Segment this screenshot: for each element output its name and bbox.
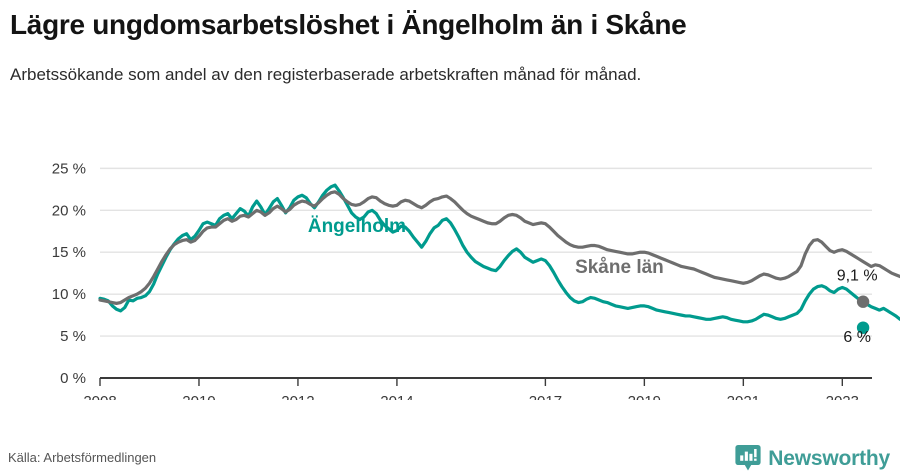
x-axis-tick-label: 2023 <box>826 393 859 400</box>
page-title: Lägre ungdomsarbetslöshet i Ängelholm än… <box>10 9 687 40</box>
bar-chart-pin-icon <box>735 444 761 474</box>
x-axis-tick-labels: 2008 2010 2012 2014 2017 2019 2021 2023 <box>83 393 859 400</box>
brand-name: Newsworthy <box>768 447 890 470</box>
y-axis-tick-label: 25 % <box>52 160 86 177</box>
gridlines-group <box>100 167 872 379</box>
data-series-group <box>98 183 900 324</box>
x-axis-tick-label: 2019 <box>628 393 661 400</box>
endpoint-markers-group <box>856 295 870 334</box>
y-axis-tick-labels: 0 % 5 % 10 % 15 % 20 % 25 % <box>52 160 86 387</box>
x-axis-tick-label: 2021 <box>727 393 760 400</box>
y-axis-tick-label: 0 % <box>60 370 86 387</box>
x-axis-tick-label: 2017 <box>529 393 562 400</box>
x-axis-tick-label: 2010 <box>182 393 215 400</box>
chart-subtitle: Arbetssökande som andel av den registerb… <box>10 65 642 84</box>
endpoint-dot <box>856 295 870 308</box>
data-line-skåne-län <box>98 190 900 305</box>
line-chart-svg: 0 %5 %10 %15 %20 %25 % 20082010201220142… <box>52 160 900 400</box>
y-axis-tick-label: 15 % <box>52 244 86 261</box>
series-annotations-group: Ängelholm Skåne län 9,1 % 6 % <box>308 216 878 346</box>
y-axis-tick-label: 20 % <box>52 202 86 219</box>
x-axis-tick-marks <box>99 378 844 386</box>
plot-area: 0 %5 %10 %15 %20 %25 % 20082010201220142… <box>0 140 900 400</box>
series-name-label: Skåne län <box>575 257 664 278</box>
y-axis-tick-label: 10 % <box>52 286 86 303</box>
end-value-label: 6 % <box>843 329 871 346</box>
endpoint-dot <box>856 321 870 334</box>
y-axis-tick-label: 5 % <box>60 328 86 345</box>
end-value-label: 9,1 % <box>837 268 878 285</box>
x-axis-tick-label: 2014 <box>380 393 413 400</box>
x-axis-tick-label: 2008 <box>83 393 116 400</box>
series-name-label: Ängelholm <box>308 216 406 237</box>
source-note: Källa: Arbetsförmedlingen <box>8 450 157 465</box>
brand-logo: Newsworthy <box>735 444 890 474</box>
data-line-ängelholm <box>98 183 900 324</box>
x-axis-tick-label: 2012 <box>281 393 314 400</box>
